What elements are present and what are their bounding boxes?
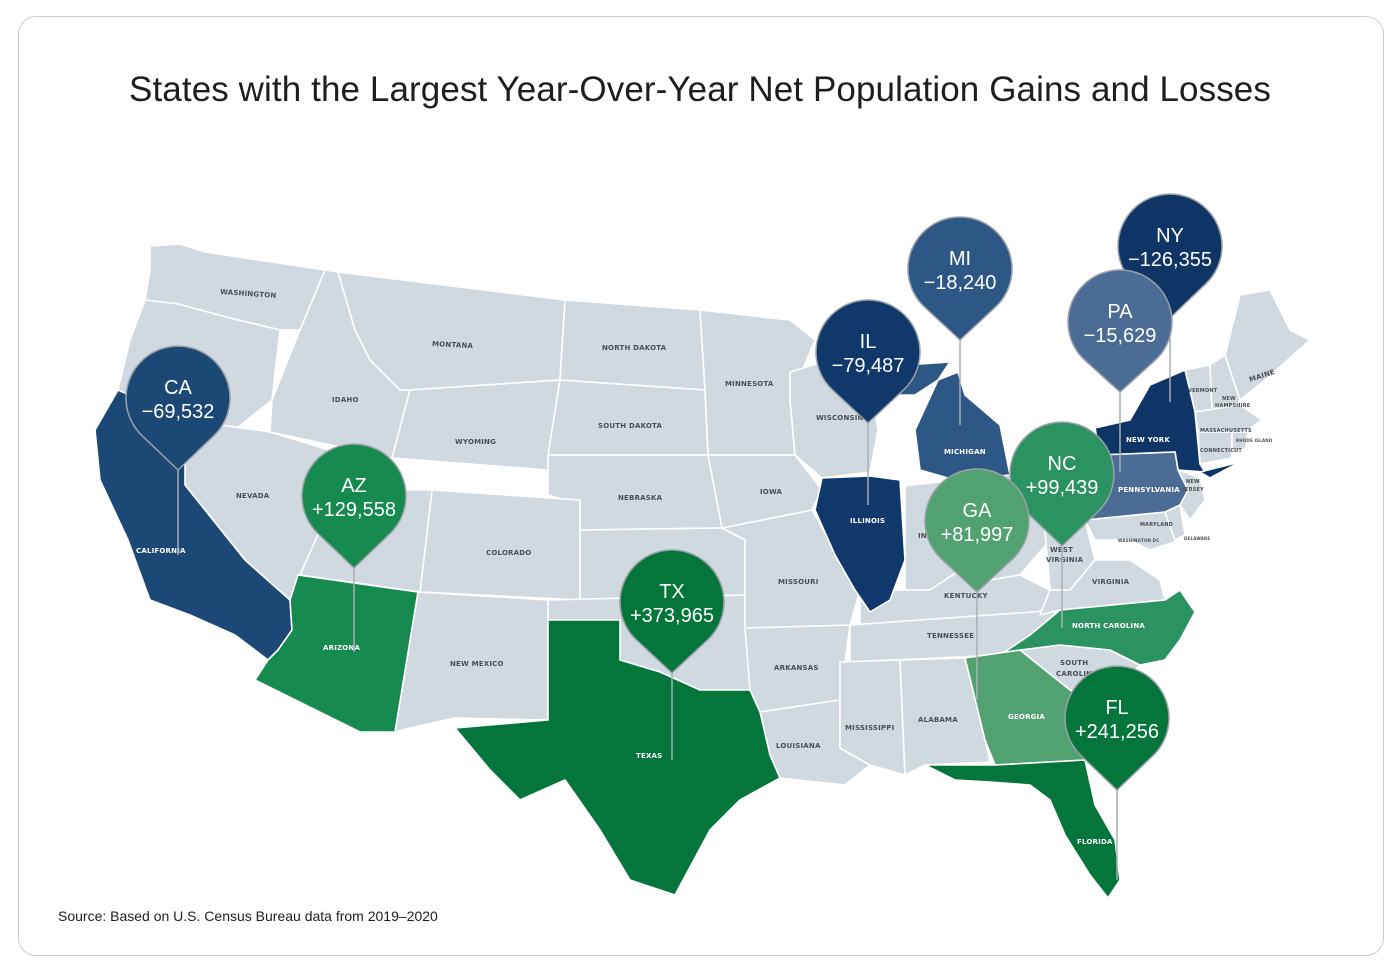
label-washington-dc: WASHINGTON DC [1118, 538, 1159, 543]
label-indiana: IND [918, 532, 933, 540]
pin-marker-shape [924, 468, 1030, 594]
pin-state-abbr: NY [1156, 225, 1184, 247]
label-alabama: ALABAMA [918, 716, 958, 724]
pin-state-abbr: NC [1048, 453, 1077, 475]
label-missouri: MISSOURI [778, 578, 819, 586]
label-mississippi: MISSISSIPPI [845, 724, 894, 732]
pin-state-abbr: PA [1107, 301, 1133, 323]
label-arizona: ARIZONA [323, 644, 360, 652]
label-new-hampshire-1: NEW [1222, 396, 1236, 402]
label-idaho: IDAHO [332, 396, 359, 404]
pin-marker-shape [907, 216, 1013, 342]
label-massachusetts: MASSACHUSETTS [1200, 428, 1252, 434]
pin-ca: CA−69,532 [125, 345, 231, 555]
state-wyoming [391, 379, 561, 471]
pin-nc: NC+99,439 [1009, 421, 1115, 628]
state-colorado [419, 489, 581, 601]
pin-population-change: −79,487 [832, 355, 905, 377]
pin-state-abbr: MI [949, 248, 971, 270]
label-new-york: NEW YORK [1126, 436, 1170, 444]
label-pennsylvania: PENNSYLVANIA [1118, 486, 1180, 494]
source-note: Source: Based on U.S. Census Bureau data… [58, 908, 438, 924]
state-long-island [1199, 461, 1241, 479]
pin-marker-shape [125, 345, 231, 472]
pin-state-abbr: TX [659, 581, 685, 603]
pin-il: IL−79,487 [815, 299, 921, 505]
pin-state-abbr: AZ [341, 475, 367, 497]
pin-population-change: −18,240 [924, 272, 997, 294]
pin-population-change: −126,355 [1128, 249, 1212, 271]
label-new-jersey-2: JERSEY [1182, 487, 1204, 493]
state-illinois [814, 475, 906, 613]
pin-population-change: +241,256 [1075, 721, 1159, 743]
pin-state-abbr: GA [963, 500, 993, 522]
label-texas: TEXAS [636, 752, 662, 760]
map-title: States with the Largest Year-Over-Year N… [129, 70, 1271, 109]
label-wisconsin: WISCONSIN [816, 414, 864, 422]
pin-marker-shape [619, 549, 725, 675]
label-arkansas: ARKANSAS [774, 664, 819, 672]
label-new-jersey-1: NEW [1186, 479, 1200, 485]
pin-pa: PA−15,629 [1067, 269, 1173, 472]
label-delaware: DELAWARE [1184, 536, 1210, 541]
pin-state-abbr: IL [860, 331, 877, 353]
label-rhode-island: RHODE ISLAND [1236, 438, 1273, 443]
label-illinois: ILLINOIS [850, 517, 885, 525]
label-washington: WASHINGTON [220, 288, 277, 300]
pin-population-change: +99,439 [1026, 477, 1099, 499]
label-vermont: VERMONT [1188, 388, 1218, 394]
pin-marker-shape [1067, 269, 1173, 394]
label-wyoming: WYOMING [455, 438, 496, 446]
state-rhode-island [1231, 431, 1249, 453]
label-maryland: MARYLAND [1140, 522, 1173, 528]
label-montana: MONTANA [432, 340, 474, 350]
label-north-dakota: NORTH DAKOTA [602, 344, 667, 352]
pin-ga: GA+81,997 [924, 468, 1030, 700]
label-connecticut: CONNECTICUT [1200, 448, 1242, 454]
label-iowa: IOWA [760, 488, 783, 496]
state-florida [924, 759, 1121, 899]
label-colorado: COLORADO [486, 549, 531, 557]
state-massachusetts [1194, 404, 1263, 433]
pin-state-abbr: CA [164, 377, 192, 399]
label-tennessee: TENNESSEE [927, 632, 974, 640]
label-louisiana: LOUISIANA [776, 742, 821, 750]
label-south-dakota: SOUTH DAKOTA [598, 422, 662, 430]
pin-az: AZ+129,558 [301, 443, 407, 652]
pin-population-change: −15,629 [1084, 325, 1157, 347]
label-michigan: MICHIGAN [944, 448, 986, 456]
pin-fl: FL+241,256 [1064, 665, 1170, 880]
label-new-hampshire-2: HAMPSHIRE [1215, 403, 1251, 409]
label-new-mexico: NEW MEXICO [450, 660, 504, 668]
pin-marker-shape [815, 299, 921, 425]
label-nevada: NEVADA [236, 492, 270, 500]
label-west-virginia-2: VIRGINIA [1046, 556, 1084, 564]
pin-population-change: +129,558 [312, 499, 396, 521]
pin-tx: TX+373,965 [619, 549, 725, 760]
label-south-carolina-1: SOUTH [1060, 659, 1088, 667]
label-kentucky: KENTUCKY [944, 592, 988, 600]
label-south-carolina-2: CAROLINA [1056, 670, 1098, 678]
pin-population-change: +81,997 [941, 524, 1014, 546]
label-california: CALIFORNIA [136, 547, 186, 555]
state-michigan [914, 371, 1011, 481]
pin-state-abbr: FL [1105, 697, 1128, 719]
pin-population-change: −69,532 [142, 401, 215, 423]
pin-mi: MI−18,240 [907, 216, 1013, 425]
label-florida: FLORIDA [1077, 838, 1113, 846]
pin-marker-shape [301, 443, 407, 570]
state-arizona [254, 574, 419, 733]
label-nebraska: NEBRASKA [618, 494, 663, 502]
label-minnesota: MINNESOTA [725, 380, 774, 388]
pin-population-change: +373,965 [630, 605, 714, 627]
label-virginia: VIRGINIA [1092, 578, 1130, 586]
state-texas [454, 619, 781, 896]
pin-marker-shape [1064, 665, 1170, 792]
state-maine [1224, 289, 1311, 401]
label-north-carolina: NORTH CAROLINA [1072, 622, 1145, 630]
label-georgia: GEORGIA [1008, 713, 1045, 721]
state-south-dakota [547, 379, 709, 456]
